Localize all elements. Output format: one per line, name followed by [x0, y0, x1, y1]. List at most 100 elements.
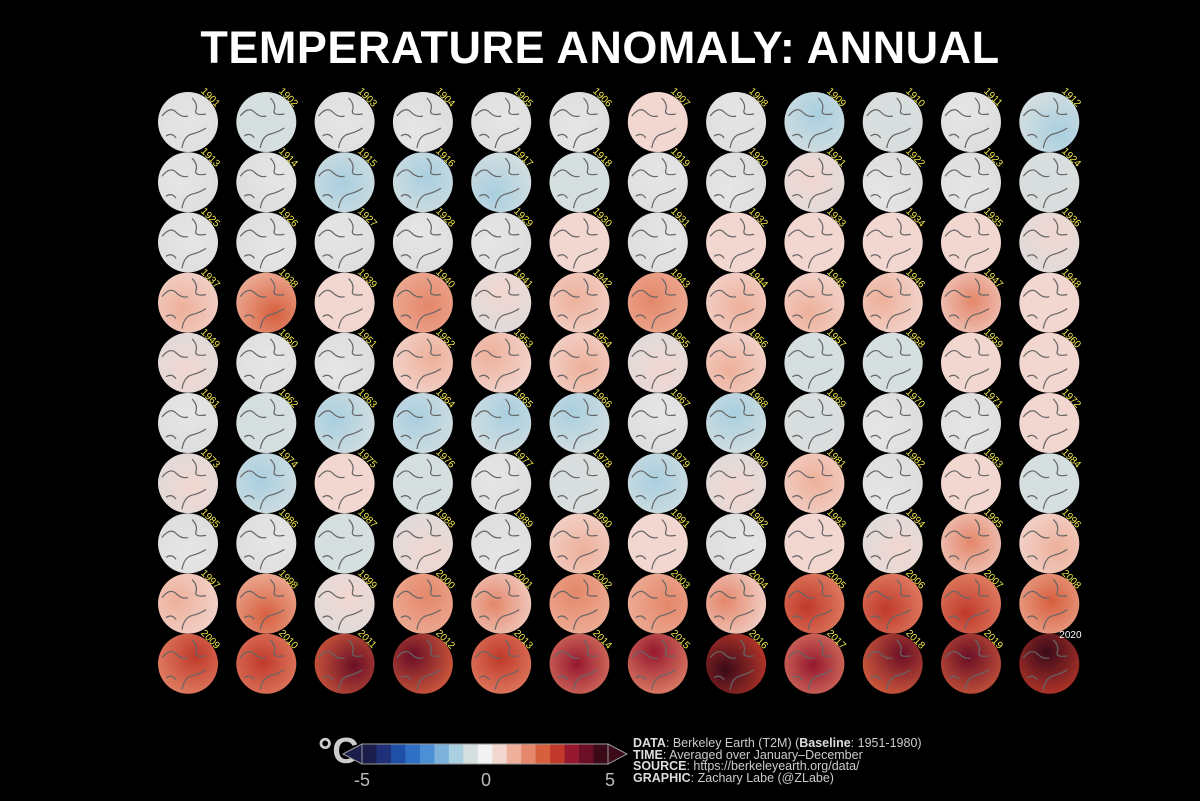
map-1945 [784, 272, 845, 333]
map-1962 [236, 393, 297, 453]
colorbar-bin [550, 744, 566, 764]
coastline [866, 157, 912, 209]
coastline [161, 338, 207, 389]
colorbar-bin [448, 744, 464, 764]
map-1951 [314, 332, 375, 393]
coastline [866, 217, 912, 269]
colorbar-extend-min [341, 743, 363, 765]
map-1946 [862, 272, 923, 333]
coastline [787, 518, 833, 570]
map-1939 [314, 272, 375, 333]
map-1996 [1019, 513, 1080, 574]
coastline [1022, 639, 1068, 690]
map-1919 [627, 152, 688, 213]
coastline [709, 217, 755, 269]
map-1917 [471, 152, 532, 213]
map-2004 [706, 573, 767, 634]
colorbar-bin [506, 744, 522, 764]
map-2011 [314, 633, 375, 694]
map-2010 [236, 633, 297, 694]
coastline [553, 579, 598, 630]
coastline [709, 338, 755, 389]
map-1997 [158, 573, 218, 634]
map-1959 [941, 332, 1001, 393]
map-1901 [158, 92, 218, 152]
coastline [161, 458, 207, 510]
map-1977 [471, 453, 532, 514]
map-2002 [549, 573, 610, 634]
map-1994 [862, 513, 923, 574]
colorbar-bin [434, 744, 450, 764]
coastline [709, 458, 755, 510]
coastline [631, 278, 677, 329]
map-1927 [314, 212, 375, 273]
coastline [631, 97, 677, 149]
map-1948 [1019, 272, 1080, 333]
coastline [944, 518, 990, 570]
coastline [474, 157, 520, 209]
coastline [944, 217, 990, 269]
map-1922 [862, 152, 923, 213]
coastline [474, 639, 520, 690]
coastline [787, 639, 833, 690]
coastline [787, 338, 833, 389]
map-1903 [314, 92, 375, 152]
map-1985 [158, 513, 218, 574]
map-2005 [784, 573, 845, 634]
map-1993 [784, 513, 845, 574]
map-1963 [314, 393, 375, 453]
map-1960 [1019, 332, 1080, 393]
map-1950 [236, 332, 297, 393]
credit-value: : 1951-1980) [850, 736, 922, 750]
credit-value: : https://berkeleyearth.org/data/ [686, 759, 860, 774]
map-1905 [471, 92, 532, 152]
colorbar-bin [376, 744, 392, 764]
coastline [318, 458, 363, 510]
colorbar-bin [362, 744, 377, 764]
coastline [866, 398, 912, 450]
coastline [787, 458, 833, 510]
year-label: 2020 [1059, 629, 1082, 641]
map-1937 [158, 272, 218, 333]
map-1931 [627, 212, 688, 273]
coastline [474, 579, 520, 630]
coastline [709, 278, 755, 329]
coastline [866, 458, 912, 510]
coastline [318, 97, 363, 149]
coastline [396, 518, 442, 570]
coastline [1022, 458, 1068, 510]
map-2009 [158, 633, 218, 694]
map-1925 [158, 212, 218, 273]
map-1984 [1019, 453, 1080, 514]
coastline [709, 579, 755, 630]
map-1924 [1019, 152, 1080, 213]
map-2019 [941, 633, 1001, 694]
colorbar-bin [419, 744, 435, 764]
credit-label: DATA [633, 736, 666, 750]
map-1926 [236, 212, 297, 273]
coastline [318, 157, 363, 209]
coastline [787, 398, 833, 450]
coastline [396, 217, 442, 269]
map-1914 [236, 152, 297, 213]
map-2000 [392, 573, 453, 634]
coastline [866, 97, 912, 149]
coastline [1022, 579, 1068, 630]
coastline [1022, 157, 1068, 209]
coastline [239, 338, 285, 389]
coastline [474, 217, 520, 269]
coastline [161, 579, 207, 630]
map-1938 [236, 272, 297, 333]
credit-value: : Zachary Labe (@ZLabe) [690, 770, 834, 785]
map-2012 [392, 633, 453, 694]
map-grid [158, 92, 1080, 694]
coastline [631, 217, 677, 269]
colorbar-tick: -5 [353, 770, 371, 790]
coastline [1022, 398, 1068, 450]
coastline [944, 579, 990, 630]
coastline [239, 579, 285, 630]
map-1972 [1019, 393, 1080, 453]
coastline [239, 157, 285, 209]
map-2018 [862, 633, 923, 694]
colorbar-bin [593, 744, 609, 764]
